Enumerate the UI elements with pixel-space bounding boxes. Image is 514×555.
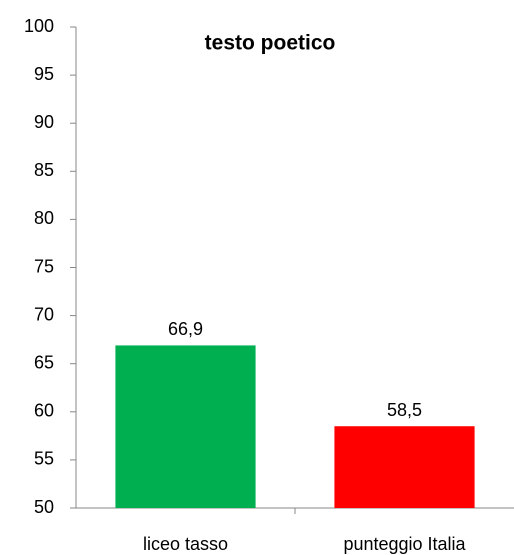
x-tick-label: punteggio Italia bbox=[343, 534, 466, 554]
y-tick-label: 95 bbox=[34, 64, 54, 84]
y-tick-label: 60 bbox=[34, 401, 54, 421]
bar bbox=[334, 426, 475, 508]
y-tick-label: 55 bbox=[34, 449, 54, 469]
data-label: 58,5 bbox=[387, 400, 422, 420]
bar bbox=[115, 345, 256, 508]
y-tick-label: 50 bbox=[34, 497, 54, 517]
chart-title: testo poetico bbox=[205, 32, 336, 55]
y-tick-label: 100 bbox=[24, 16, 54, 36]
y-tick-label: 65 bbox=[34, 352, 54, 372]
y-tick-label: 80 bbox=[34, 208, 54, 228]
y-tick-label: 70 bbox=[34, 304, 54, 324]
y-tick-label: 90 bbox=[34, 112, 54, 132]
x-tick-label: liceo tasso bbox=[143, 534, 228, 554]
data-label: 66,9 bbox=[168, 319, 203, 339]
y-tick-label: 75 bbox=[34, 256, 54, 276]
y-tick-label: 85 bbox=[34, 160, 54, 180]
